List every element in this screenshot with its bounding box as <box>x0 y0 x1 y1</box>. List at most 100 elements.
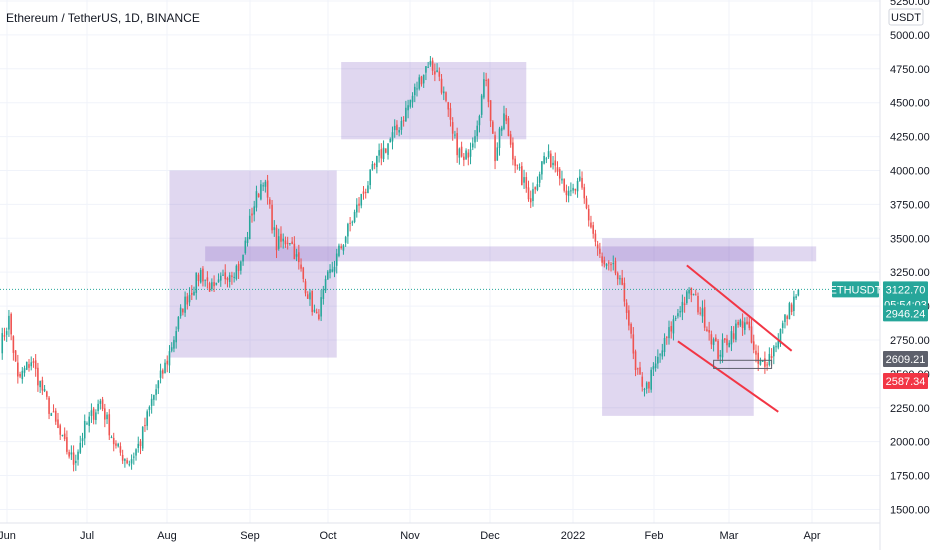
candle-body <box>429 61 432 65</box>
candle-body <box>327 271 329 280</box>
candle-body <box>79 442 82 453</box>
x-tick-label: Nov <box>400 530 420 542</box>
candle-body <box>752 341 755 350</box>
candle-body <box>790 304 793 312</box>
candle-body <box>146 411 148 426</box>
candle-body <box>712 339 715 345</box>
candle-body <box>306 294 309 299</box>
chart-title: Ethereum / TetherUS, 1D, BINANCE <box>6 11 200 25</box>
currency-text: USDT <box>891 12 921 24</box>
candle-body <box>211 282 213 289</box>
candle-body <box>318 314 320 320</box>
candle-body <box>224 272 227 280</box>
candle-body <box>155 389 157 395</box>
candle-body <box>21 370 24 380</box>
candle-body <box>5 331 8 335</box>
candle-body <box>619 278 621 280</box>
candle-body <box>766 364 768 366</box>
candle-body <box>505 114 508 121</box>
candle-body <box>190 293 193 295</box>
candle-body <box>592 225 594 234</box>
candle-body <box>599 248 601 254</box>
candle-body <box>400 120 403 130</box>
candle-body <box>251 213 253 216</box>
candle-body <box>529 198 532 203</box>
candle-body <box>86 423 88 425</box>
candle-body <box>572 187 574 191</box>
candle-body <box>492 121 494 134</box>
candle-body <box>438 71 441 77</box>
candle-body <box>119 446 122 453</box>
candle-body <box>266 180 269 198</box>
candle-body <box>237 263 240 271</box>
candle-body <box>25 361 28 370</box>
candle-body <box>150 398 153 406</box>
candle-body <box>168 351 171 366</box>
candle-body <box>748 321 751 329</box>
candle-body <box>764 358 766 367</box>
candle-body <box>654 363 657 368</box>
candle-body <box>460 146 463 157</box>
x-tick-label: Sep <box>240 530 260 542</box>
candle-body <box>688 289 690 294</box>
candle-body <box>781 323 784 328</box>
candle-body <box>389 139 392 143</box>
candle-body <box>81 438 84 441</box>
candle-body <box>579 176 581 181</box>
candle-body <box>527 187 530 200</box>
candle-body <box>596 244 599 249</box>
candle-body <box>645 382 648 389</box>
currency-label[interactable]: USDT <box>888 8 924 26</box>
candle-body <box>558 169 561 179</box>
candle-body <box>679 311 681 313</box>
candle-body <box>320 297 322 317</box>
candle-body <box>732 333 735 339</box>
candle-body <box>458 148 461 158</box>
candle-body <box>567 190 570 196</box>
candle-body <box>607 262 610 264</box>
candle-body <box>681 301 684 313</box>
candle-body <box>157 380 160 389</box>
candle-body <box>139 441 142 446</box>
candles <box>1 56 800 472</box>
candle-body <box>621 277 623 285</box>
y-tick-label: 2000.00 <box>890 437 930 449</box>
candle-body <box>422 74 425 84</box>
candle-body <box>153 394 155 400</box>
y-tick-label: 4250.00 <box>890 132 930 144</box>
candle-body <box>605 263 608 266</box>
last-price-badge <box>883 281 928 298</box>
candle-body <box>456 133 458 156</box>
candle-body <box>721 339 724 358</box>
y-tick-label: 4000.00 <box>890 165 930 177</box>
candle-body <box>166 360 169 365</box>
candle-body <box>344 237 347 243</box>
candle-body <box>610 264 612 266</box>
candle-body <box>630 323 632 334</box>
candle-body <box>333 266 336 272</box>
candle-body <box>373 164 376 166</box>
candle-body <box>665 336 668 338</box>
y-tick-label: 4500.00 <box>890 98 930 110</box>
price-axis[interactable] <box>880 0 932 550</box>
candle-body <box>451 122 454 134</box>
candle-body <box>10 313 12 335</box>
candle-body <box>699 312 702 314</box>
candle-body <box>233 276 235 278</box>
candle-body <box>351 221 354 223</box>
symbol-badge-text: ETHUSDT <box>830 284 882 296</box>
candle-body <box>632 334 635 354</box>
candle-body <box>264 181 267 187</box>
time-ticks: Jun Jul Aug Sep Oct Nov Dec 2022 Feb Mar Apr <box>0 530 821 542</box>
candle-body <box>777 341 780 348</box>
candle-body <box>338 245 340 256</box>
candle-body <box>516 164 519 166</box>
support-resistance-zone <box>341 62 527 140</box>
candle-body <box>703 307 706 328</box>
candle-body <box>101 399 104 410</box>
candle-body <box>775 346 777 348</box>
candle-body <box>418 77 421 89</box>
candle-body <box>534 187 536 190</box>
candle-body <box>126 460 128 464</box>
